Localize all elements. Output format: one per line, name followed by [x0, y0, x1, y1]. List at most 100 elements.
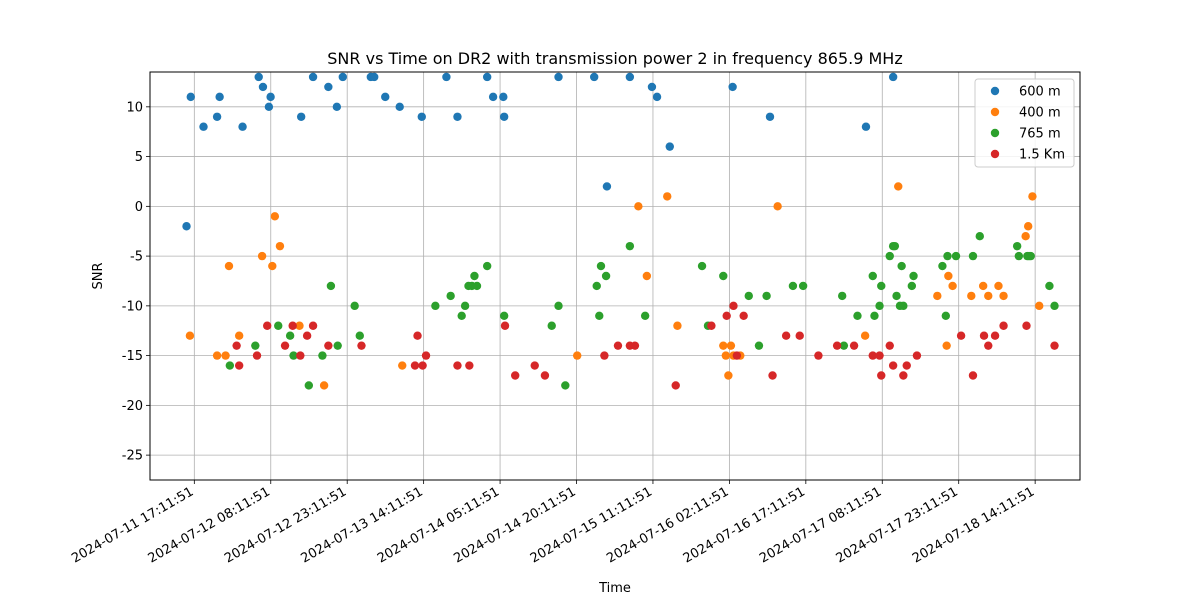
- y-tick-label: -5: [130, 250, 143, 265]
- data-point: [457, 311, 466, 321]
- data-point: [978, 281, 988, 291]
- data-point: [600, 351, 609, 360]
- data-point: [975, 231, 984, 241]
- series-0: [182, 72, 898, 231]
- data-point: [951, 251, 961, 261]
- data-point: [941, 311, 951, 321]
- data-point: [933, 291, 942, 301]
- data-point: [326, 281, 336, 291]
- legend-box: [974, 78, 1075, 168]
- data-point: [630, 341, 640, 350]
- data-point: [642, 271, 652, 281]
- data-point: [647, 82, 657, 92]
- data-point: [652, 92, 662, 102]
- data-point: [500, 321, 510, 330]
- data-point: [381, 92, 390, 102]
- data-point: [431, 301, 440, 311]
- data-point: [897, 261, 906, 271]
- data-point: [1050, 301, 1059, 311]
- data-point: [665, 142, 674, 151]
- data-point: [999, 321, 1008, 330]
- data-point: [257, 251, 267, 261]
- data-point: [465, 361, 474, 370]
- data-point: [1026, 251, 1035, 261]
- data-point: [264, 102, 274, 112]
- data-point: [781, 331, 791, 340]
- data-point: [1028, 192, 1037, 201]
- data-point: [798, 281, 808, 291]
- data-point: [338, 72, 347, 82]
- data-point: [482, 72, 492, 82]
- data-point: [724, 371, 733, 380]
- data-point: [948, 281, 957, 291]
- data-point: [332, 102, 342, 112]
- data-point: [909, 271, 918, 281]
- legend-label: 765 m: [1019, 127, 1061, 142]
- y-axis-label: SNR: [91, 262, 106, 289]
- data-point: [990, 331, 1000, 340]
- legend-label: 400 m: [1019, 106, 1061, 121]
- y-tick-label: -15: [122, 349, 143, 364]
- data-point: [186, 92, 195, 102]
- data-point: [274, 321, 283, 330]
- data-point: [442, 72, 451, 82]
- plot-frame: [149, 71, 1081, 481]
- data-point: [221, 351, 230, 360]
- data-point: [225, 361, 235, 370]
- data-point: [768, 371, 777, 380]
- data-point: [875, 351, 884, 360]
- data-point: [1022, 321, 1031, 330]
- data-point: [333, 341, 342, 350]
- data-point: [894, 182, 903, 191]
- data-point: [634, 202, 643, 211]
- data-point: [943, 251, 952, 261]
- data-point: [488, 92, 498, 102]
- data-point: [875, 301, 884, 311]
- data-point: [499, 311, 509, 321]
- data-point: [765, 112, 775, 121]
- data-point: [968, 251, 978, 261]
- data-point: [318, 351, 327, 360]
- data-point: [288, 321, 297, 330]
- data-point: [472, 281, 482, 291]
- data-points: [182, 72, 1059, 390]
- series-3: [232, 301, 1059, 390]
- y-tick-label: -20: [122, 399, 143, 414]
- data-point: [421, 351, 431, 360]
- data-point: [224, 261, 234, 271]
- data-point: [795, 331, 804, 340]
- data-point: [324, 82, 333, 92]
- data-point: [744, 291, 753, 301]
- data-point: [238, 122, 247, 131]
- data-point: [296, 351, 305, 360]
- y-tick-label: 10: [126, 100, 143, 115]
- data-point: [814, 351, 823, 360]
- data-point: [258, 82, 268, 92]
- data-point: [729, 301, 738, 311]
- data-point: [547, 321, 556, 330]
- data-point: [739, 311, 748, 321]
- legend-marker: [990, 128, 1000, 138]
- data-point: [554, 72, 563, 82]
- data-point: [1050, 341, 1059, 350]
- data-point: [938, 261, 947, 271]
- data-point: [251, 341, 260, 350]
- data-point: [573, 351, 582, 360]
- data-point: [868, 271, 877, 281]
- legend-label: 600 m: [1019, 85, 1061, 100]
- data-point: [596, 261, 606, 271]
- data-point: [613, 341, 623, 350]
- data-point: [719, 341, 728, 350]
- data-point: [625, 72, 635, 82]
- data-point: [722, 311, 731, 321]
- series-2: [225, 231, 1059, 390]
- data-point: [625, 241, 635, 251]
- y-axis-ticks: 10 5 0 -5 -10 -15 -20 -25: [122, 100, 150, 464]
- data-point: [460, 301, 470, 311]
- data-point: [968, 371, 978, 380]
- data-point: [912, 351, 922, 360]
- data-point: [185, 331, 195, 340]
- data-point: [773, 202, 782, 211]
- data-point: [413, 331, 422, 340]
